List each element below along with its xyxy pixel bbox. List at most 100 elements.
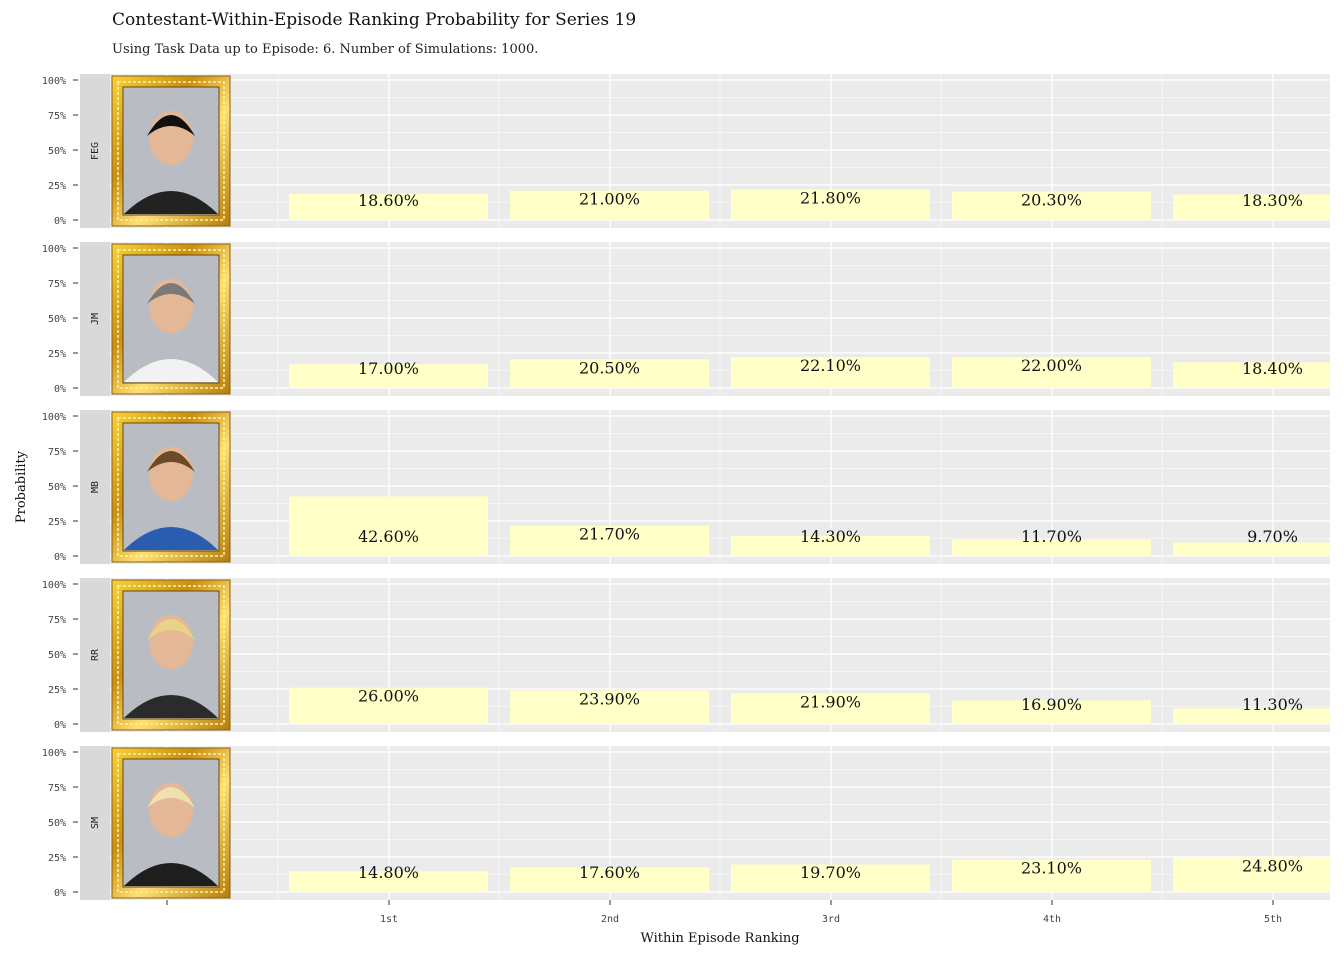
x-tick-label: 5th <box>1264 914 1282 925</box>
y-tick-label: 0% <box>54 216 66 227</box>
portrait-body <box>124 359 218 382</box>
data-label: 14.30% <box>800 527 861 546</box>
data-label: 21.00% <box>579 190 640 209</box>
facet-panel-sm: SM 0% 25% 50% 75% 100% 14.80% 17.60% 19.70% 23.10… <box>42 746 1330 900</box>
bar-sm-1st <box>289 871 488 892</box>
x-tick-label: 4th <box>1043 914 1061 925</box>
portrait-hair <box>147 451 195 472</box>
data-label: 20.30% <box>1021 191 1082 210</box>
facet-strip <box>80 578 110 732</box>
facet-strip-label: FEG <box>90 142 101 160</box>
facet-panel-jm: JM 0% 25% 50% 75% 100% 17.00% 20.50% 22.10% 22.00… <box>42 242 1330 396</box>
y-tick-label: 50% <box>48 482 66 493</box>
facet-strip-label: SM <box>90 817 101 829</box>
facet-strip <box>80 410 110 564</box>
contestant-portrait <box>111 579 231 731</box>
y-tick-label: 100% <box>42 580 66 591</box>
y-tick-label: 75% <box>48 111 66 122</box>
y-tick-label: 25% <box>48 853 66 864</box>
data-label: 22.10% <box>800 356 861 375</box>
contestant-portrait <box>111 411 231 563</box>
portrait-hair <box>147 115 195 136</box>
bar-feg-1st <box>289 193 488 220</box>
data-label: 18.60% <box>358 191 419 210</box>
y-tick-label: 0% <box>54 384 66 395</box>
portrait-body <box>124 863 218 886</box>
facet-strip-label: MB <box>90 481 101 493</box>
x-axis-title: Within Episode Ranking <box>640 931 799 946</box>
data-label: 21.70% <box>579 525 640 544</box>
contestant-portrait <box>111 243 231 395</box>
data-label: 18.40% <box>1242 359 1303 378</box>
data-label: 22.00% <box>1021 356 1082 375</box>
bar-sm-4th <box>952 859 1151 892</box>
portrait-body <box>124 695 218 718</box>
y-tick-label: 25% <box>48 349 66 360</box>
bar-feg-3rd <box>731 189 930 220</box>
data-label: 20.50% <box>579 358 640 377</box>
data-label: 11.30% <box>1242 695 1303 714</box>
data-label: 19.70% <box>800 863 861 882</box>
facet-strip-label: RR <box>90 648 101 661</box>
portrait-hair <box>147 787 195 808</box>
bar-feg-5th <box>1173 194 1330 220</box>
bar-jm-4th <box>952 357 1151 388</box>
y-tick-label: 25% <box>48 181 66 192</box>
bar-rr-5th <box>1173 708 1330 724</box>
x-tick-label: 3rd <box>822 914 840 925</box>
bar-jm-5th <box>1173 362 1330 388</box>
gold-frame-ornament <box>117 417 225 557</box>
bar-mb-5th <box>1173 542 1330 556</box>
y-tick-label: 100% <box>42 76 66 87</box>
data-label: 26.00% <box>358 687 419 706</box>
facet-panel-rr: RR 0% 25% 50% 75% 100% 26.00% 23.90% 21.90% 16.90… <box>42 578 1330 732</box>
facet-strip-label: JM <box>90 313 101 325</box>
facet-panel-mb: MB 0% 25% 50% 75% 100% 42.60% 21.70% 14.30% 11.70… <box>42 410 1330 564</box>
data-label: 16.90% <box>1021 695 1082 714</box>
portrait-hair <box>147 283 195 304</box>
bar-mb-3rd <box>731 535 930 556</box>
y-tick-label: 50% <box>48 818 66 829</box>
facet-strip <box>80 74 110 228</box>
bar-sm-5th <box>1173 857 1330 892</box>
portrait-body <box>124 527 218 550</box>
data-label: 24.80% <box>1242 856 1303 875</box>
bar-mb-4th <box>952 539 1151 556</box>
data-label: 42.60% <box>358 527 419 546</box>
bar-sm-2nd <box>510 867 709 892</box>
y-tick-label: 75% <box>48 615 66 626</box>
data-label: 21.80% <box>800 188 861 207</box>
data-label: 17.00% <box>358 359 419 378</box>
y-tick-label: 100% <box>42 244 66 255</box>
y-tick-label: 0% <box>54 888 66 899</box>
y-tick-label: 50% <box>48 650 66 661</box>
data-label: 23.90% <box>579 690 640 709</box>
y-tick-label: 50% <box>48 314 66 325</box>
portrait-body <box>124 191 218 214</box>
gold-frame-ornament <box>117 81 225 221</box>
y-tick-label: 75% <box>48 279 66 290</box>
y-tick-label: 25% <box>48 685 66 696</box>
y-tick-label: 50% <box>48 146 66 157</box>
data-label: 17.60% <box>579 863 640 882</box>
gold-frame-ornament <box>117 249 225 389</box>
x-tick-label: 2nd <box>601 914 619 925</box>
data-label: 11.70% <box>1021 527 1082 546</box>
data-label: 21.90% <box>800 692 861 711</box>
chart-subtitle: Using Task Data up to Episode: 6. Number… <box>112 42 539 57</box>
data-label: 14.80% <box>358 863 419 882</box>
bar-mb-2nd <box>510 525 709 556</box>
bar-rr-3rd <box>731 693 930 724</box>
data-label: 18.30% <box>1242 191 1303 210</box>
y-tick-label: 100% <box>42 748 66 759</box>
bar-feg-4th <box>952 191 1151 220</box>
chart-title: Contestant-Within-Episode Ranking Probab… <box>112 10 637 30</box>
y-tick-label: 75% <box>48 447 66 458</box>
facet-panel-feg: FEG 0% 25% 50% 75% 100% 18.60% 21.00% 21.80% 20.3… <box>42 74 1330 228</box>
bar-rr-2nd <box>510 690 709 724</box>
bar-rr-1st <box>289 687 488 724</box>
portrait-hair <box>147 619 195 640</box>
y-axis-title: Probability <box>14 450 29 523</box>
gold-frame-ornament <box>117 585 225 725</box>
